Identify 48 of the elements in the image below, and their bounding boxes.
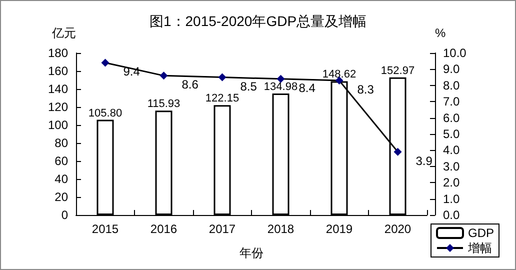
y-tick-label: 0	[61, 208, 68, 222]
y2-tick-label: 2.0	[443, 176, 460, 190]
y-tick-label: 160	[48, 64, 68, 78]
y2-tick-label: 0.0	[443, 208, 460, 222]
y2-tick-label: 5.0	[443, 127, 460, 141]
y2-tick-label: 9.0	[443, 62, 460, 76]
legend-label: 增幅	[466, 241, 492, 255]
y-tick-label: 120	[48, 100, 68, 114]
data-label: 148.62	[322, 68, 356, 81]
y-axis-title: 亿元	[51, 26, 76, 40]
chart-title: 图1：2015-2020年GDP总量及增幅	[149, 13, 367, 29]
data-label: 115.93	[147, 98, 180, 110]
y2-tick-label: 6.0	[443, 110, 460, 125]
data-label: 105.80	[88, 107, 122, 120]
y2-tick-label: 10.0	[443, 46, 467, 60]
y-tick-label: 140	[48, 82, 68, 96]
data-label: 8.6	[182, 78, 199, 92]
x-tick-label: 2017	[208, 222, 236, 236]
y-tick-label: 20	[54, 190, 68, 204]
point	[101, 58, 110, 67]
data-label: 3.9	[416, 154, 433, 168]
data-label: 8.3	[357, 82, 374, 97]
y-tick-label: 100	[48, 118, 68, 132]
y-tick-label: 40	[54, 172, 68, 186]
point	[160, 72, 168, 80]
data-label: 134.98	[264, 81, 298, 94]
x-tick-label: 2016	[150, 222, 178, 236]
y2-tick-label: 3.0	[443, 159, 460, 174]
x-tick-label: 2019	[326, 222, 353, 236]
y-tick-label: 80	[54, 136, 68, 150]
y-tick-label: 60	[54, 154, 68, 168]
point	[218, 73, 226, 82]
data-label: 152.97	[380, 64, 415, 77]
point	[394, 148, 402, 156]
data-label: 8.5	[240, 79, 258, 94]
x-tick-label: 2015	[92, 222, 119, 236]
y2-tick-label: 8.0	[443, 78, 460, 92]
x-tick-label: 2020	[384, 222, 412, 236]
x-tick-label: 2018	[267, 222, 294, 236]
y2-tick-label: 7.0	[443, 94, 460, 109]
legend-label: GDP	[468, 226, 494, 240]
data-label: 122.15	[205, 92, 240, 105]
y-tick-label: 180	[48, 46, 68, 60]
y2-tick-label: 4.0	[443, 143, 460, 158]
data-label: 8.4	[298, 80, 316, 95]
y2-tick-label: 1.0	[443, 192, 460, 206]
y2-axis-title: %	[435, 26, 446, 40]
x-axis-title: 年份	[240, 246, 264, 260]
